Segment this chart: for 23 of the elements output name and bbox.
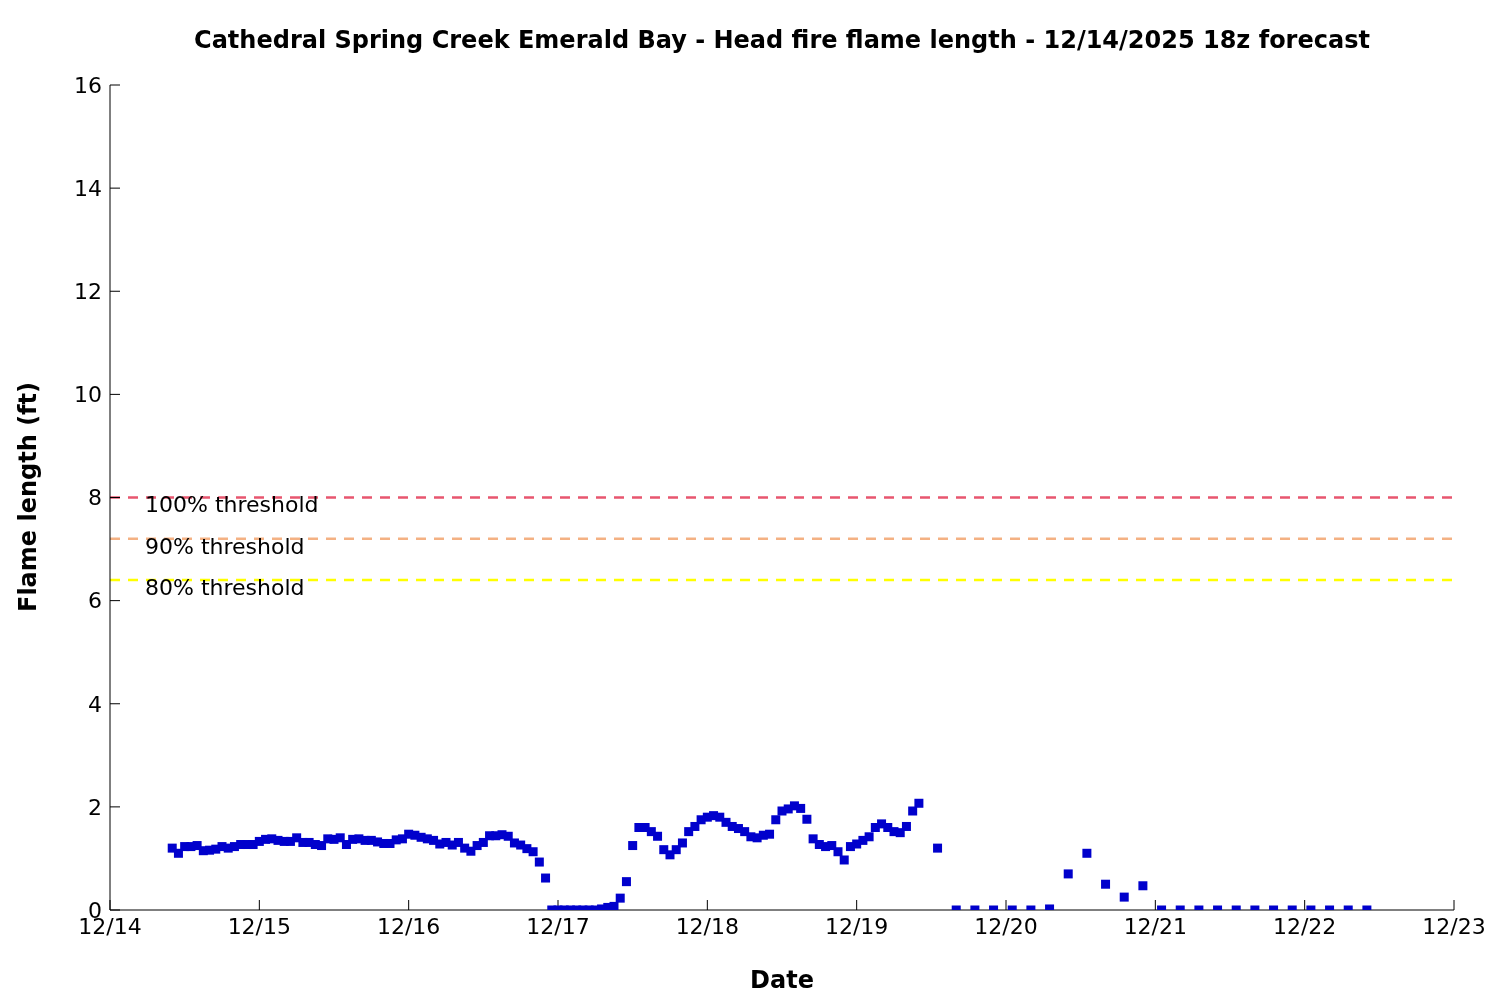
y-tick-label: 16 xyxy=(74,72,102,98)
x-tick-label: 12/18 xyxy=(675,913,740,939)
chart-title: Cathedral Spring Creek Emerald Bay - Head fire flame length - 12/14/2025 18z forecast xyxy=(193,26,1371,54)
x-tick-label: 12/16 xyxy=(376,913,441,939)
y-tick-label: 2 xyxy=(88,794,102,820)
x-tick-label: 12/20 xyxy=(974,913,1038,939)
y-tick-label: 8 xyxy=(88,485,102,511)
x-tick-label: 12/21 xyxy=(1123,913,1188,939)
x-tick-label: 12/17 xyxy=(526,913,590,939)
y-tick-label: 12 xyxy=(74,279,102,305)
y-tick-label: 4 xyxy=(88,691,102,717)
x-tick-label: 12/23 xyxy=(1422,913,1486,939)
y-tick-label: 10 xyxy=(74,382,102,408)
ref-line-label: 90% threshold xyxy=(145,533,305,559)
y-tick-label: 6 xyxy=(88,588,102,614)
y-tick-label: 14 xyxy=(74,175,102,201)
x-tick-label: 12/15 xyxy=(227,913,292,939)
ref-line-label: 100% threshold xyxy=(145,492,319,518)
y-axis-title: Flame length (ft) xyxy=(14,382,42,612)
x-axis-title: Date xyxy=(749,966,815,994)
x-tick-label: 12/22 xyxy=(1272,913,1337,939)
ref-line-label: 80% threshold xyxy=(145,574,305,600)
x-tick-label: 12/19 xyxy=(824,913,889,939)
